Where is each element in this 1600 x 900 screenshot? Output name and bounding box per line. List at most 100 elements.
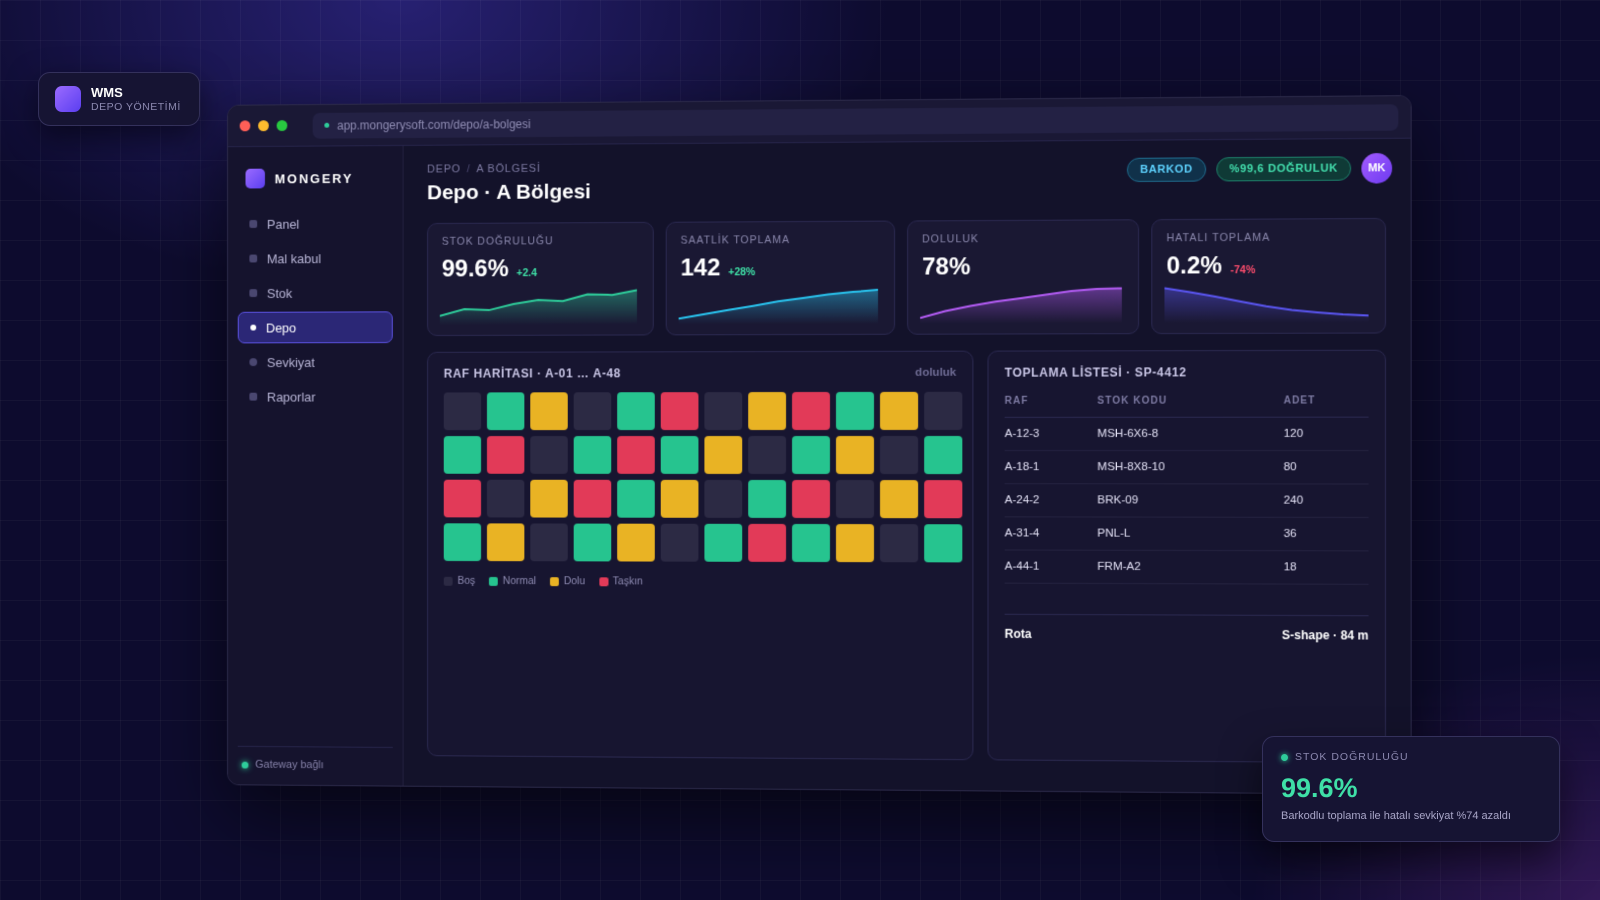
address-bar-url: app.mongerysoft.com/depo/a-bolgesi	[337, 116, 531, 133]
table-row[interactable]: A-24-2 BRK-09 240	[1004, 483, 1369, 518]
wms-app-chip[interactable]: WMS DEPO YÖNETİMİ	[38, 72, 200, 126]
rack-cell-bos[interactable]	[880, 524, 919, 563]
maximize-window-button[interactable]	[276, 120, 288, 132]
rack-cell-normal[interactable]	[835, 391, 875, 430]
rack-cell-taskin[interactable]	[748, 523, 787, 562]
sparkline-area	[439, 290, 637, 326]
rack-cell-dolu[interactable]	[530, 479, 568, 518]
kpi-value: 142	[680, 254, 721, 282]
sidebar-item-raporlar[interactable]: Raporlar	[238, 381, 393, 413]
table-row[interactable]: A-44-1 FRM-A2 18	[1004, 549, 1369, 585]
rack-cell-taskin[interactable]	[792, 479, 830, 519]
route-value: S-shape · 84 m	[1281, 628, 1369, 643]
sidebar-item-sevkiyat[interactable]: Sevkiyat	[238, 346, 393, 378]
breadcrumb-depo[interactable]: DEPO	[427, 163, 461, 176]
gateway-status: Gateway bağlı	[237, 745, 393, 772]
rack-cell-taskin[interactable]	[792, 391, 830, 431]
rack-cell-bos[interactable]	[530, 436, 568, 474]
secure-dot-icon	[324, 122, 330, 128]
rack-cell-normal[interactable]	[443, 523, 482, 562]
rack-cell-normal[interactable]	[443, 436, 482, 474]
sidebar-item-mal-kabul[interactable]: Mal kabul	[238, 242, 393, 274]
rack-cell-dolu[interactable]	[835, 435, 875, 475]
sidebar-item-label: Depo	[265, 320, 297, 335]
rack-cell-dolu[interactable]	[704, 436, 743, 474]
rack-cell-bos[interactable]	[835, 480, 875, 519]
kpi-card-stok-dogrulugu[interactable]: STOK DOĞRULUĞU 99.6% +2.4	[427, 221, 654, 337]
sidebar-item-label: Mal kabul	[266, 250, 322, 266]
rack-cell-taskin[interactable]	[573, 479, 612, 518]
cell-stok-kodu: PNL-L	[1097, 516, 1284, 551]
rack-cell-dolu[interactable]	[660, 479, 699, 518]
rack-cell-taskin[interactable]	[924, 480, 963, 519]
sidebar-item-panel[interactable]: Panel	[238, 207, 393, 239]
kpi-delta: -74%	[1230, 264, 1256, 277]
rack-cell-dolu[interactable]	[486, 523, 525, 562]
kpi-card-hatali-toplama[interactable]: HATALI TOPLAMA 0.2% -74%	[1151, 217, 1386, 335]
rack-cell-bos[interactable]	[880, 435, 919, 475]
kpi-card-saatlik-toplama[interactable]: SAATLİK TOPLAMA 142 +28%	[665, 220, 896, 336]
cell-raf: A-24-2	[1004, 483, 1098, 517]
barkod-badge[interactable]: BARKOD	[1126, 157, 1206, 183]
rack-cell-dolu[interactable]	[880, 391, 919, 430]
column-header-raf[interactable]: RAF	[1004, 395, 1098, 418]
rack-cell-bos[interactable]	[530, 523, 568, 562]
kpi-card-doluluk[interactable]: DOLULUK 78%	[907, 219, 1140, 335]
rack-cell-taskin[interactable]	[617, 436, 655, 474]
shipment-icon	[249, 358, 258, 367]
rack-cell-dolu[interactable]	[617, 523, 655, 562]
rack-cell-normal[interactable]	[486, 392, 525, 431]
table-row[interactable]: A-18-1 MSH-8X8-10 80	[1004, 450, 1369, 485]
gateway-status-text: Gateway bağlı	[255, 758, 324, 772]
rack-map-mode[interactable]: doluluk	[915, 366, 957, 379]
legend-swatch	[489, 576, 498, 586]
rack-cell-normal[interactable]	[573, 523, 612, 562]
table-row[interactable]: A-31-4 PNL-L 36	[1004, 516, 1369, 551]
rack-cell-dolu[interactable]	[880, 480, 919, 519]
rack-cell-bos[interactable]	[748, 436, 787, 474]
rack-cell-normal[interactable]	[924, 524, 963, 563]
rack-cell-normal[interactable]	[748, 479, 787, 518]
rack-cell-bos[interactable]	[924, 391, 963, 430]
sidebar-item-depo[interactable]: Depo	[237, 311, 393, 344]
rack-cell-taskin[interactable]	[660, 392, 699, 431]
brand[interactable]: MONGERY	[238, 164, 393, 208]
rack-cell-normal[interactable]	[792, 523, 830, 563]
rack-cell-normal[interactable]	[924, 435, 963, 475]
column-header-adet[interactable]: ADET	[1283, 395, 1369, 418]
close-window-button[interactable]	[239, 120, 251, 132]
rack-cell-normal[interactable]	[792, 435, 830, 475]
sidebar-item-label: Panel	[266, 216, 300, 232]
rack-cell-normal[interactable]	[617, 392, 655, 431]
rack-cell-normal[interactable]	[660, 436, 699, 474]
legend-swatch	[549, 576, 559, 586]
header-actions: BARKOD %99,6 DOĞRULUK MK	[1126, 153, 1393, 185]
avatar[interactable]: MK	[1361, 153, 1393, 184]
rack-cell-dolu[interactable]	[530, 392, 568, 431]
sidebar-item-stok[interactable]: Stok	[238, 277, 393, 309]
legend-label: Taşkın	[612, 575, 643, 588]
rack-cell-dolu[interactable]	[835, 524, 875, 563]
column-header-stok-kodu[interactable]: STOK KODU	[1097, 395, 1284, 418]
pick-list-title: TOPLAMA LİSTESİ · SP-4412	[1004, 365, 1187, 380]
rack-cell-bos[interactable]	[704, 392, 743, 431]
minimize-window-button[interactable]	[258, 120, 269, 132]
rack-cell-taskin[interactable]	[443, 479, 482, 518]
legend-label: Dolu	[563, 575, 586, 588]
cell-raf: A-31-4	[1004, 516, 1098, 551]
rack-cell-bos[interactable]	[443, 392, 482, 431]
address-bar[interactable]: app.mongerysoft.com/depo/a-bolgesi	[312, 103, 1399, 139]
rack-cell-dolu[interactable]	[748, 392, 787, 431]
rack-cell-bos[interactable]	[573, 392, 612, 431]
rack-cell-normal[interactable]	[617, 479, 655, 518]
rack-cell-taskin[interactable]	[486, 436, 525, 474]
route-label: Rota	[1004, 626, 1032, 642]
rack-cell-normal[interactable]	[704, 523, 743, 562]
rack-cell-bos[interactable]	[660, 523, 699, 562]
table-row[interactable]: A-12-3 MSH-6X6-8 120	[1004, 417, 1369, 451]
accuracy-badge[interactable]: %99,6 DOĞRULUK	[1216, 156, 1352, 182]
cell-adet: 240	[1283, 483, 1369, 518]
rack-cell-bos[interactable]	[704, 479, 743, 518]
rack-cell-normal[interactable]	[573, 436, 612, 474]
rack-cell-bos[interactable]	[486, 479, 525, 518]
